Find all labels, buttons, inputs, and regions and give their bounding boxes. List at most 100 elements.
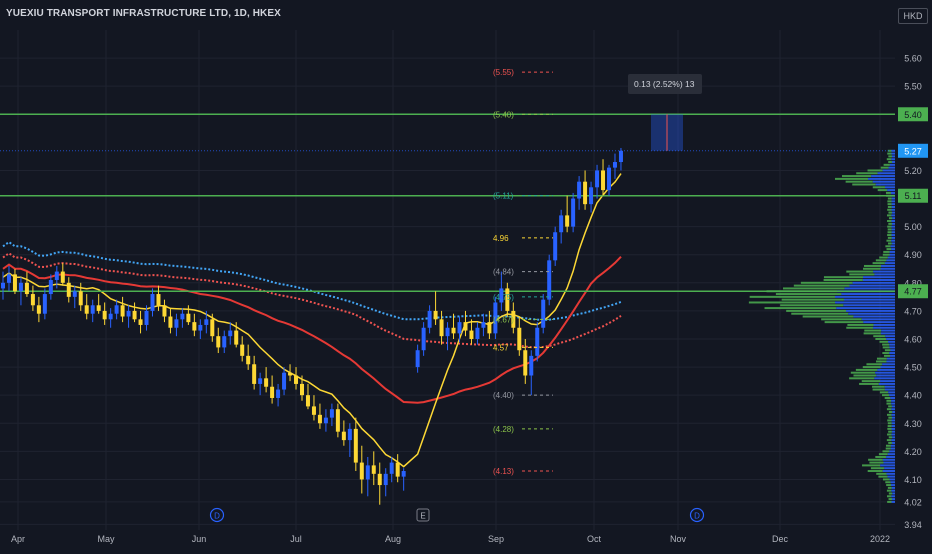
candle-body[interactable] <box>565 215 570 227</box>
candle-body[interactable] <box>66 282 71 297</box>
candle-body[interactable] <box>270 386 275 398</box>
candle-body[interactable] <box>395 462 400 477</box>
candle-body[interactable] <box>571 198 576 227</box>
candle-body[interactable] <box>144 310 149 325</box>
candle-body[interactable] <box>150 294 155 311</box>
candle-body[interactable] <box>186 313 191 323</box>
candle-body[interactable] <box>439 319 444 337</box>
candle-body[interactable] <box>300 383 304 396</box>
candle-body[interactable] <box>595 170 600 188</box>
candle-body[interactable] <box>24 282 29 295</box>
measure-tool[interactable]: 0.13 (2.52%) 13 <box>628 74 702 151</box>
candle-body[interactable] <box>240 344 245 356</box>
currency-button[interactable]: HKD <box>898 8 928 24</box>
candle-body[interactable] <box>108 313 113 320</box>
dividend-marker[interactable] <box>209 507 225 523</box>
candle-body[interactable] <box>288 372 293 376</box>
candle-body[interactable] <box>493 302 498 334</box>
candle-body[interactable] <box>329 409 334 418</box>
candle-body[interactable] <box>294 375 299 384</box>
candle-body[interactable] <box>168 316 173 328</box>
candle-body[interactable] <box>1 282 5 289</box>
candle-body[interactable] <box>377 473 382 486</box>
candle-body[interactable] <box>359 462 364 480</box>
candle-body[interactable] <box>36 305 41 314</box>
candle-body[interactable] <box>48 280 53 295</box>
candle-body[interactable] <box>529 355 534 376</box>
candle-body[interactable] <box>457 322 462 334</box>
candle-body[interactable] <box>120 305 125 317</box>
candle-body[interactable] <box>6 274 11 283</box>
candle-body[interactable] <box>180 313 185 320</box>
candle-body[interactable] <box>276 389 281 398</box>
candle-body[interactable] <box>222 336 227 348</box>
candle-body[interactable] <box>216 336 221 348</box>
candle-body[interactable] <box>305 395 310 407</box>
candle-body[interactable] <box>505 288 510 311</box>
candle-body[interactable] <box>523 350 528 376</box>
candle-body[interactable] <box>341 431 346 441</box>
candle-body[interactable] <box>601 170 606 191</box>
candle-body[interactable] <box>234 330 239 345</box>
candle-body[interactable] <box>132 310 137 320</box>
candle-body[interactable] <box>589 187 594 205</box>
candle-body[interactable] <box>389 462 394 474</box>
candle-body[interactable] <box>421 327 426 351</box>
candle-body[interactable] <box>114 305 119 314</box>
candle-body[interactable] <box>96 305 101 311</box>
candle-body[interactable] <box>162 305 167 317</box>
candle-body[interactable] <box>618 150 623 163</box>
candle-body[interactable] <box>499 288 504 303</box>
candle-body[interactable] <box>535 327 540 356</box>
candle-body[interactable] <box>138 319 143 325</box>
candle-body[interactable] <box>204 319 209 325</box>
candle-body[interactable] <box>612 162 617 168</box>
candle-body[interactable] <box>553 232 558 261</box>
candle-body[interactable] <box>78 291 83 306</box>
candle-body[interactable] <box>72 291 77 297</box>
candle-body[interactable] <box>475 327 480 339</box>
candle-body[interactable] <box>353 428 358 463</box>
candle-body[interactable] <box>451 327 456 334</box>
candle-body[interactable] <box>371 465 376 474</box>
candle-body[interactable] <box>90 305 95 314</box>
candle-body[interactable] <box>547 260 552 300</box>
candle-body[interactable] <box>102 310 107 320</box>
dividend-marker[interactable] <box>689 507 705 523</box>
horizontal-levels[interactable] <box>0 113 895 292</box>
candle-body[interactable] <box>427 310 432 328</box>
candle-body[interactable] <box>18 282 23 292</box>
candle-body[interactable] <box>433 310 438 320</box>
candle-body[interactable] <box>156 294 161 306</box>
candle-body[interactable] <box>481 322 486 328</box>
earnings-marker[interactable] <box>416 508 430 522</box>
candle-body[interactable] <box>30 294 35 306</box>
candle-body[interactable] <box>487 322 492 334</box>
candle-body[interactable] <box>54 271 59 280</box>
candle-body[interactable] <box>311 406 316 415</box>
candle-body[interactable] <box>541 299 546 328</box>
candle-body[interactable] <box>174 319 179 328</box>
candle-body[interactable] <box>12 274 17 292</box>
candle-body[interactable] <box>323 417 328 424</box>
candle-body[interactable] <box>583 181 588 205</box>
candle-body[interactable] <box>415 350 420 368</box>
candle-body[interactable] <box>264 378 269 387</box>
candle-body[interactable] <box>258 378 263 384</box>
candle-body[interactable] <box>445 327 450 337</box>
candle-body[interactable] <box>577 181 582 199</box>
candle-body[interactable] <box>335 409 340 432</box>
candle-body[interactable] <box>463 322 468 331</box>
candle-body[interactable] <box>198 324 203 331</box>
candle-body[interactable] <box>192 322 197 331</box>
candle-body[interactable] <box>60 271 65 283</box>
candle-body[interactable] <box>228 330 233 337</box>
candle-body[interactable] <box>210 319 215 337</box>
candlesticks[interactable] <box>1 147 623 505</box>
candle-body[interactable] <box>126 310 131 317</box>
candle-body[interactable] <box>42 294 47 314</box>
candle-body[interactable] <box>511 310 516 328</box>
